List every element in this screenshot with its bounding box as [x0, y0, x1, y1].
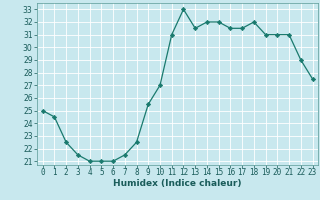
- X-axis label: Humidex (Indice chaleur): Humidex (Indice chaleur): [113, 179, 242, 188]
